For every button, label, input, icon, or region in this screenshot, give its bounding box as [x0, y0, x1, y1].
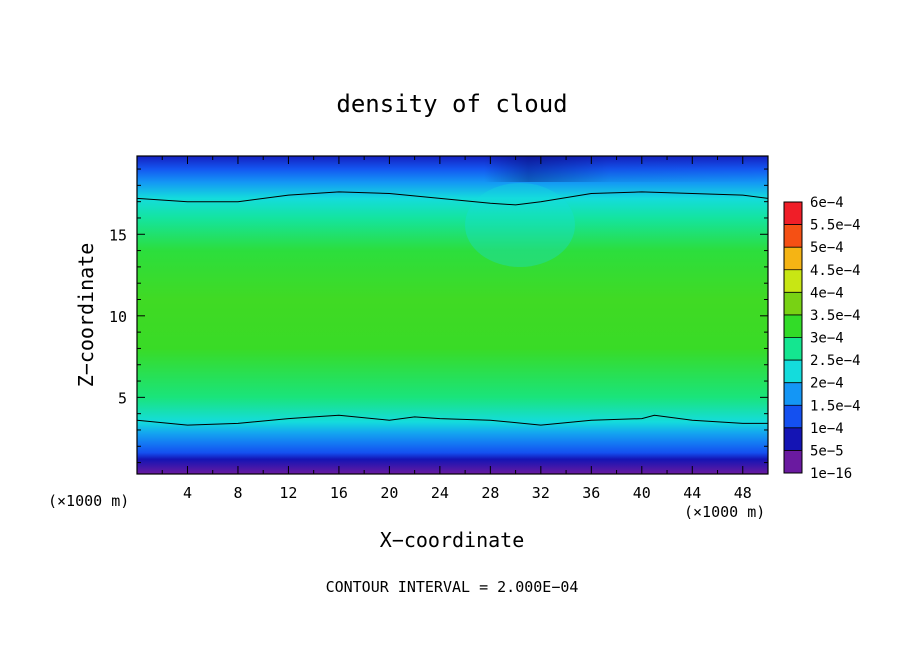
colorbar-label: 5.5e−4	[810, 218, 861, 234]
colorbar-swatch	[784, 247, 802, 270]
colorbar-label: 5e−4	[810, 240, 844, 256]
x-tick-label: 40	[633, 484, 651, 502]
x-tick-label: 12	[279, 484, 297, 502]
mid-cyan-lobe	[465, 183, 575, 267]
colorbar-swatch	[784, 427, 802, 451]
colorbar-swatch	[784, 360, 802, 383]
colorbar-swatch	[784, 405, 802, 428]
colorbar-swatch	[784, 269, 802, 293]
colorbar-swatch	[784, 224, 802, 248]
x-axis-label: X−coordinate	[380, 528, 525, 552]
contour-line-0	[137, 191, 768, 206]
contour-interval-note: CONTOUR INTERVAL = 2.000E−04	[326, 578, 579, 596]
x-tick-label: 16	[330, 484, 348, 502]
x-unit-label: (×1000 m)	[684, 503, 765, 521]
colorbar-label: 3e−4	[810, 331, 844, 347]
x-tick-label: 20	[380, 484, 398, 502]
density-field	[137, 156, 768, 474]
y-tick-label: 5	[118, 389, 127, 407]
x-tick-label: 24	[431, 484, 449, 502]
colorbar-label: 4.5e−4	[810, 263, 861, 279]
colorbar-swatch	[784, 450, 802, 473]
chart-title: density of cloud	[336, 90, 567, 118]
colorbar-swatch	[784, 314, 802, 338]
contour-lines	[137, 191, 768, 426]
x-axis-ticks: 4 8 12 16 20 24 28 32 36 40 44 48	[161, 156, 752, 502]
colorbar-label: 1e−16	[810, 466, 852, 482]
x-tick-label: 28	[481, 484, 499, 502]
x-tick-label: 36	[582, 484, 600, 502]
colorbar-label: 2e−4	[810, 376, 844, 392]
plot-frame	[136, 155, 769, 475]
y-axis-label: Z−coordinate	[74, 243, 98, 388]
x-tick-label: 44	[683, 484, 701, 502]
contour-line-1	[137, 414, 768, 426]
colorbar-label: 5e−5	[810, 443, 844, 459]
colorbar-label: 3.5e−4	[810, 308, 861, 324]
x-tick-label: 48	[734, 484, 752, 502]
colorbar-label: 6e−4	[810, 195, 844, 211]
colorbar-label: 2.5e−4	[810, 353, 861, 369]
colorbar-swatch	[784, 382, 802, 406]
colorbar-label: 1.5e−4	[810, 398, 861, 414]
x-tick-label: 4	[183, 484, 192, 502]
upper-dark-band	[137, 156, 768, 182]
colorbar-swatch	[784, 292, 802, 315]
y-tick-label: 10	[109, 308, 127, 326]
y-tick-label: 15	[109, 226, 127, 244]
colorbar-label: 1e−4	[810, 421, 844, 437]
y-unit-label: (×1000 m)	[48, 492, 129, 510]
x-tick-label: 32	[532, 484, 550, 502]
x-tick-label: 8	[233, 484, 242, 502]
plot-area	[137, 156, 768, 474]
colorbar-label: 4e−4	[810, 285, 844, 301]
colorbar-swatch	[784, 337, 802, 361]
colorbar-swatch	[784, 202, 802, 225]
colorbar: 1e−16 5e−5 1e−4 1.5e−4 2e−4 2.5e−4 3e−4 3.5e−4 4…	[783, 195, 861, 482]
y-axis-ticks: 5 10 15	[109, 168, 768, 464]
